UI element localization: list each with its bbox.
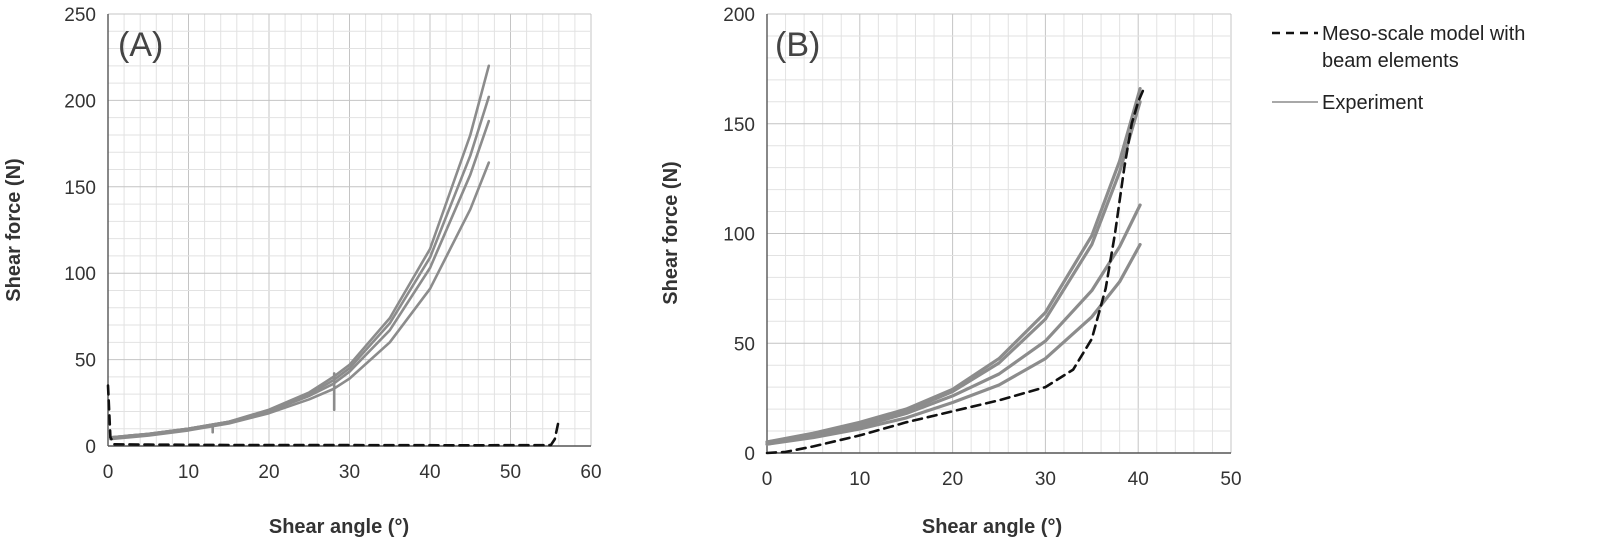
x-tick-label: 10 xyxy=(178,462,199,483)
y-tick-label: 250 xyxy=(64,5,96,26)
series-line-experiment xyxy=(109,119,491,439)
grid xyxy=(107,13,592,447)
x-axis-title: Shear angle (°) xyxy=(922,516,1062,538)
grid xyxy=(766,13,1232,454)
legend-label: beam elements xyxy=(1322,50,1459,72)
x-tick-label: 30 xyxy=(1035,469,1056,490)
x-tick-label: 50 xyxy=(500,462,521,483)
x-axis-title: Shear angle (°) xyxy=(269,516,409,538)
legend: Meso-scale model with beam elements Experi… xyxy=(1272,23,1525,114)
x-tick-label: 60 xyxy=(580,462,601,483)
y-axis-title: Shear force (N) xyxy=(660,161,682,304)
y-tick-label: 100 xyxy=(723,225,755,246)
series-line-model xyxy=(765,87,1146,455)
series-line-experiment xyxy=(765,203,1142,446)
y-tick-label: 150 xyxy=(723,115,755,136)
x-tick-label: 20 xyxy=(258,462,279,483)
y-tick-label: 200 xyxy=(723,5,755,26)
x-tick-label: 30 xyxy=(339,462,360,483)
legend-label: Experiment xyxy=(1322,92,1424,114)
series-line-experiment xyxy=(765,86,1142,444)
y-tick-label: 100 xyxy=(64,264,96,285)
series-line-experiment xyxy=(109,95,491,439)
y-tick-label: 0 xyxy=(744,444,755,465)
panel-label: (B) xyxy=(775,26,820,64)
x-tick-label: 10 xyxy=(849,469,870,490)
legend-label: Meso-scale model with xyxy=(1322,23,1525,45)
y-tick-label: 50 xyxy=(734,334,755,355)
x-tick-label: 0 xyxy=(103,462,114,483)
series-line-model xyxy=(106,384,561,447)
y-tick-label: 150 xyxy=(64,178,96,199)
y-axis-title: Shear force (N) xyxy=(3,158,25,301)
x-tick-label: 0 xyxy=(762,469,773,490)
chart-panel-a: 0 10 20 30 40 50 60 0 50 100 150 200 250 Shear angle … xyxy=(3,5,602,538)
y-tick-label: 0 xyxy=(85,437,96,458)
x-tick-label: 20 xyxy=(942,469,963,490)
x-tick-label: 40 xyxy=(1128,469,1149,490)
y-tick-label: 200 xyxy=(64,91,96,112)
series-line-experiment xyxy=(765,242,1142,446)
series-line-experiment xyxy=(109,161,491,441)
x-tick-label: 40 xyxy=(419,462,440,483)
y-tick-label: 50 xyxy=(75,351,96,372)
chart-panel-b: 0 10 20 30 40 50 0 50 100 150 200 Shear angle (°) Sh… xyxy=(660,5,1242,538)
panel-label: (A) xyxy=(118,26,163,64)
x-tick-label: 50 xyxy=(1220,469,1241,490)
